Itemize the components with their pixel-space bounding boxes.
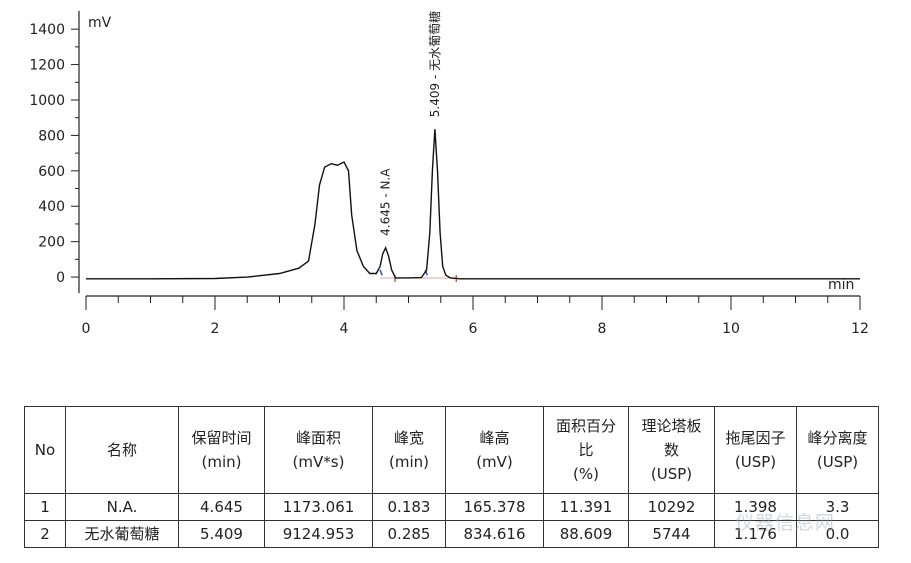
y-tick-label: 0	[56, 270, 65, 286]
table-cell: N.A.	[65, 493, 179, 521]
table-header-row: No 名称 保留时间 (min) 峰面积 (mV*s) 峰宽 (min) 峰高 (mV) 面积百分比…	[24, 406, 879, 494]
header-text: (%)	[573, 465, 599, 483]
header-cell: 峰面积 (mV*s)	[264, 406, 373, 494]
table-cell: 5744	[628, 520, 715, 548]
table-cell: 1173.061	[264, 493, 373, 521]
peak-start-marker	[379, 269, 383, 276]
y-tick-label: 1000	[29, 93, 65, 109]
table-cell: 165.378	[445, 493, 544, 521]
table-cell: 3.3	[796, 493, 879, 521]
x-tick-label: 0	[82, 321, 91, 337]
table-cell: 2	[24, 520, 66, 548]
header-cell: 拖尾因子 (USP)	[714, 406, 797, 494]
y-tick-label: 600	[38, 164, 65, 180]
header-cell: No	[24, 406, 66, 494]
table-cell: 4.645	[178, 493, 265, 521]
y-tick-label: 1200	[29, 58, 65, 74]
header-cell: 名称	[65, 406, 179, 494]
table-cell: 0.285	[372, 520, 446, 548]
header-text: 名称	[106, 441, 137, 459]
table-row: 1 N.A. 4.645 1173.061 0.183 165.378 11.391 1029…	[24, 493, 879, 521]
table-cell: 1.176	[714, 520, 797, 548]
table-cell: 10292	[628, 493, 715, 521]
header-cell: 面积百分比 (%)	[543, 406, 629, 494]
header-cell: 峰高 (mV)	[445, 406, 544, 494]
header-text: (mV*s)	[292, 453, 345, 471]
x-tick-label: 2	[211, 321, 220, 337]
header-cell: 保留时间 (min)	[178, 406, 265, 494]
table-cell: 无水葡萄糖	[65, 520, 179, 548]
table-cell: 834.616	[445, 520, 544, 548]
header-text: (min)	[389, 453, 429, 471]
table-cell: 0.0	[796, 520, 879, 548]
header-text: 峰高	[479, 429, 510, 447]
table-cell: 0.183	[372, 493, 446, 521]
header-text: (min)	[201, 453, 242, 471]
results-table: No 名称 保留时间 (min) 峰面积 (mV*s) 峰宽 (min) 峰高 (mV) 面积百分比…	[24, 406, 879, 548]
x-tick-label: 8	[598, 321, 607, 337]
y-tick-label: 800	[38, 128, 65, 144]
header-cell: 理论塔板数 (USP)	[628, 406, 715, 494]
table-body: 1 N.A. 4.645 1173.061 0.183 165.378 11.391 1029…	[24, 493, 879, 548]
x-axis-label: min	[828, 277, 854, 293]
header-cell: 峰宽 (min)	[372, 406, 446, 494]
y-tick-label: 1400	[29, 22, 65, 38]
header-cell: 峰分离度 (USP)	[796, 406, 879, 494]
header-text: (USP)	[816, 453, 859, 471]
x-axis: 0 2 4 6 8 10 12	[82, 295, 869, 337]
table-cell: 9124.953	[264, 520, 373, 548]
header-text: 面积百分	[555, 417, 616, 435]
y-tick-label: 400	[38, 199, 65, 215]
header-text: (USP)	[650, 465, 693, 483]
header-text: 数	[663, 441, 679, 459]
header-text: 峰分离度	[807, 429, 868, 447]
y-axis: 0 200 400 600 800 1000 1200 1400	[29, 11, 80, 293]
x-tick-label: 6	[469, 321, 478, 337]
table-cell: 5.409	[178, 520, 265, 548]
table-row: 2 无水葡萄糖 5.409 9124.953 0.285 834.616 88.609 574…	[24, 520, 879, 548]
header-text: No	[34, 441, 56, 459]
header-text: 峰宽	[393, 429, 424, 447]
table-cell: 1	[24, 493, 66, 521]
header-text: (USP)	[734, 453, 777, 471]
x-tick-label: 4	[340, 321, 349, 337]
header-text: 拖尾因子	[725, 429, 786, 447]
chromatogram-chart: 0 200 400 600 800 1000 1200 1400 0 2 4 6 8 10 12 mV m…	[29, 11, 869, 337]
header-text: 理论塔板	[641, 417, 702, 435]
header-text: 峰面积	[295, 429, 341, 447]
x-tick-label: 12	[851, 321, 869, 337]
chromatogram-trace	[86, 129, 860, 280]
peak-label: 4.645 - N.A	[379, 168, 393, 236]
header-text: 比	[578, 441, 594, 459]
table-cell: 88.609	[543, 520, 629, 548]
y-tick-label: 200	[38, 235, 65, 251]
header-text: (mV)	[476, 453, 513, 471]
x-tick-label: 10	[722, 321, 740, 337]
table-cell: 11.391	[543, 493, 629, 521]
y-axis-label: mV	[88, 15, 112, 31]
peak-labels: 4.645 - N.A 5.409 - 无水葡萄糖	[379, 11, 442, 236]
peak-label: 5.409 - 无水葡萄糖	[427, 11, 442, 117]
header-text: 保留时间	[191, 429, 252, 447]
watermark: 仪器信息网	[735, 512, 836, 534]
